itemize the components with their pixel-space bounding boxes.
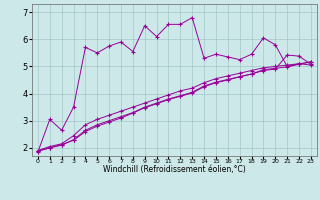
- X-axis label: Windchill (Refroidissement éolien,°C): Windchill (Refroidissement éolien,°C): [103, 165, 246, 174]
